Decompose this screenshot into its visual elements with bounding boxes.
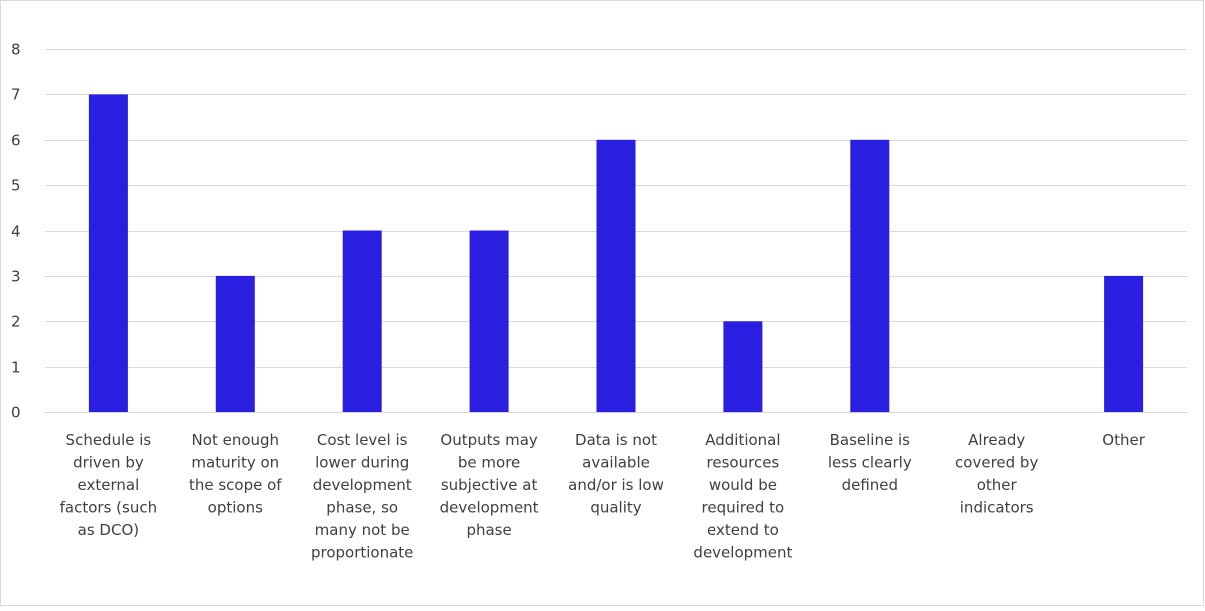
x-category-label-line: Schedule is [66,431,152,449]
x-category-label-line: proportionate [311,544,413,562]
x-category-label-line: development [693,544,792,562]
x-category-label: Outputs may be more subjective at developme… [440,431,539,539]
x-category-label: Already covered by other indicators [955,431,1038,517]
y-tick-label: 4 [11,223,21,241]
x-category-label-line: external [78,476,140,494]
x-category-label-line: and/or is low [568,476,664,494]
x-category-label: Cost level is lower during development phas… [311,431,413,562]
y-tick-label: 7 [11,86,21,104]
y-axis-tick-labels: 0 1 2 3 4 5 6 7 8 [11,41,21,422]
x-category-label-line: Other [1102,431,1145,449]
x-category-label-line: available [582,454,650,472]
bar-5 [723,321,763,413]
x-category-label-line: options [208,499,263,517]
x-category-label-line: defined [842,476,898,494]
x-category-label-line: be more [458,454,520,472]
x-category-label-line: phase, so [326,499,398,517]
x-category-label-line: Cost level is [317,431,408,449]
x-category-label-line: quality [590,499,641,517]
x-category-label-line: maturity on [191,454,279,472]
x-category-label: Schedule is driven by external factors (suc… [60,431,157,539]
x-category-label-line: required to [702,499,785,517]
x-category-label-line: indicators [960,499,1034,517]
x-category-label-line: development [313,476,412,494]
y-tick-label: 5 [11,177,21,195]
bar-1 [215,275,255,412]
y-tick-label: 8 [11,41,21,59]
x-category-label-line: phase [466,521,511,539]
x-category-label-line: as DCO) [78,521,139,539]
x-category-label-line: extend to [707,521,779,539]
x-category-label-line: Data is not [575,431,657,449]
x-axis-category-labels: Schedule is driven by external factors (suc… [60,431,1146,562]
x-category-label-line: subjective at [441,476,538,494]
x-category-label: Not enough maturity on the scope of options [189,431,282,517]
x-category-label-line: Not enough [192,431,280,449]
x-category-label-line: would be [709,476,777,494]
bar-3 [469,230,509,412]
x-category-label-line: Already [968,431,1025,449]
y-tick-label: 0 [11,404,21,422]
x-category-label-line: less clearly [828,454,912,472]
bar-4 [596,139,636,413]
x-category-label-line: Baseline is [830,431,911,449]
x-category-label-line: Outputs may [440,431,537,449]
x-category-label-line: many not be [315,521,410,539]
x-category-label-line: other [977,476,1018,494]
x-category-label-line: factors (such [60,499,157,517]
x-category-label-line: the scope of [189,476,282,494]
y-tick-label: 2 [11,313,21,331]
x-category-label: Baseline is less clearly defined [828,431,912,494]
x-category-label: Data is not available and/or is low quality [568,431,664,517]
y-tick-label: 1 [11,359,21,377]
x-category-label: Other [1102,431,1145,449]
y-tick-label: 3 [11,268,21,286]
bar-8 [1104,275,1144,412]
x-category-label-line: lower during [315,454,409,472]
x-category-label-line: Additional [705,431,780,449]
x-category-label-line: covered by [955,454,1038,472]
bar-0 [88,94,128,413]
x-category-label-line: resources [707,454,780,472]
x-category-label: Additional resources would be required to ex… [693,431,792,562]
bars [88,94,1144,413]
bar-6 [850,139,890,413]
x-category-label-line: development [440,499,539,517]
y-tick-label: 6 [11,132,21,150]
x-category-label-line: driven by [73,454,144,472]
bar-2 [342,230,382,412]
